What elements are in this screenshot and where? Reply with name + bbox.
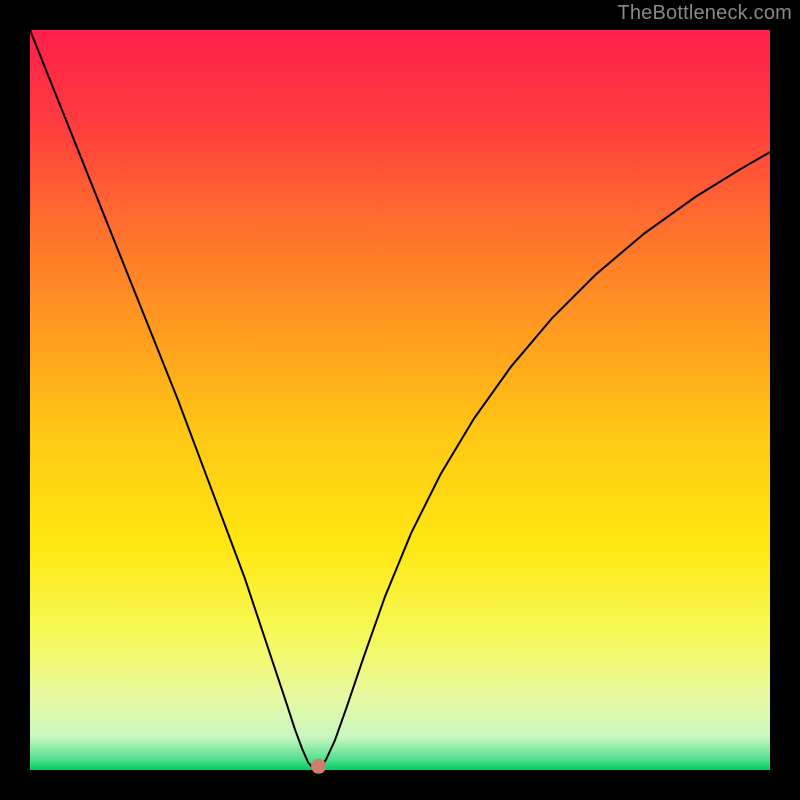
watermark-text: TheBottleneck.com — [617, 2, 792, 25]
chart-stage: TheBottleneck.com — [0, 0, 800, 800]
optimal-point-marker — [312, 759, 326, 773]
bottleneck-chart — [0, 0, 800, 800]
plot-area-gradient — [30, 30, 770, 770]
